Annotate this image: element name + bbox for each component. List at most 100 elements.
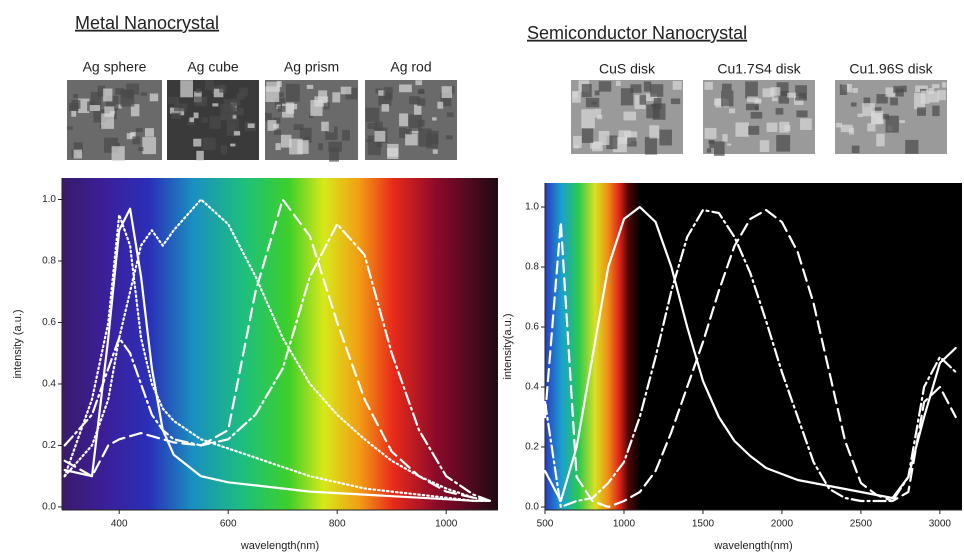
x-tick-label: 1000 [613,519,636,530]
micrograph-particle [265,86,280,103]
micrograph-particle [328,141,343,152]
curve [63,198,491,502]
micrograph-particle [649,125,660,139]
micrograph-particle [111,146,125,162]
micrograph-particle [115,88,125,95]
micrograph-particle [714,141,725,156]
micrograph-particle [890,97,898,106]
y-tick-label: 0.0 [42,502,56,513]
x-tick-label: 400 [111,519,128,530]
micrograph-particle [272,117,281,124]
micrograph-particle [281,103,294,118]
micrograph-particle [101,113,115,129]
micrograph-particle [571,91,581,103]
micrograph-particle [650,84,664,97]
y-tick-label: 0.6 [42,317,56,328]
micrograph-particle [233,98,241,107]
micrograph-particle [71,99,81,109]
micrograph-particle [745,81,758,99]
micrograph-particle [931,84,940,89]
micrograph-particle [144,128,154,137]
micrograph-particle [130,131,136,139]
micrograph-particle [213,88,224,98]
micrograph-particle [672,81,682,90]
micrograph-particle [310,100,323,116]
micrograph-particle [367,122,378,130]
micrograph-particle [405,133,418,146]
micrograph-particle [406,128,412,135]
micrograph-particle [135,128,143,133]
micrograph-particle [415,80,423,86]
curve [63,198,491,502]
micrograph-particle [233,131,241,136]
image-label: Ag sphere [83,59,147,75]
micrograph-particle [67,126,73,130]
curve [63,207,491,502]
plot-background [545,183,962,510]
micrograph-particle [840,124,853,133]
y-tick-label: 0.8 [525,262,539,273]
micrograph-particle [220,103,234,120]
micrograph-particle [299,127,312,143]
micrograph-particle [905,139,919,154]
micrograph-particle [115,104,122,109]
micrograph-particle [441,86,453,99]
micrograph-particle [230,107,244,116]
micrograph-particle [766,122,778,132]
micrograph-particle [885,87,896,97]
micrograph-particle [273,123,279,129]
micrograph-particle [839,84,848,95]
micrograph-particle [104,106,115,117]
micrograph-particle [220,145,228,155]
micrograph-particle [120,90,135,107]
micrograph-particle [239,87,248,97]
micrograph-particle [573,135,582,149]
y-tick-label: 0.4 [525,382,539,393]
micrograph-particle [645,93,658,102]
curve [63,223,491,502]
y-tick-label: 0.2 [42,440,56,451]
curve [543,208,957,509]
micrograph-particle [630,84,642,93]
curve [543,205,957,503]
chart: Semiconductor Nanocrystal CuS disk Cu1.7S4… [502,23,962,552]
micrograph-particle [598,130,610,146]
micrograph-particle [771,97,778,102]
micrograph-particle [306,84,314,89]
micrograph-particle [893,86,900,93]
micrograph-particle [787,92,797,98]
micrograph-particle [670,98,681,105]
micrograph-particle [194,96,208,107]
micrograph-particle [867,123,876,132]
y-tick-label: 0.4 [42,379,56,390]
micrograph-particle [615,80,621,87]
image-label: CuS disk [599,61,656,77]
micrograph-particle [323,101,330,110]
micrograph-particle [365,107,380,122]
micrograph-particle [876,94,888,104]
micrograph-particle [721,90,734,107]
micrograph-particle [293,124,304,131]
micrograph-particle [659,129,672,146]
x-tick-label: 1000 [435,519,458,530]
micrograph-particle [800,118,812,130]
image-label: Ag cube [187,59,239,75]
micrograph-particle [735,122,749,137]
micrograph-particle [202,137,216,151]
micrograph-particle [418,128,432,147]
micrograph-particle [581,84,592,98]
micrograph-particle [748,125,760,135]
micrograph-particle [776,135,791,152]
micrograph-particle [776,82,789,96]
micrograph-particle [581,109,595,129]
micrograph-particle [779,121,790,133]
micrograph-particle [230,143,236,147]
y-axis-label: intensity(a.u.) [502,313,514,379]
micrograph-particle [759,140,770,152]
micrograph-particle [871,110,884,124]
micrograph-particle [71,110,77,117]
micrograph-particle [446,112,454,117]
micrograph-particle [798,92,807,99]
image-label: Ag prism [284,59,339,75]
micrograph-particle [706,148,712,153]
